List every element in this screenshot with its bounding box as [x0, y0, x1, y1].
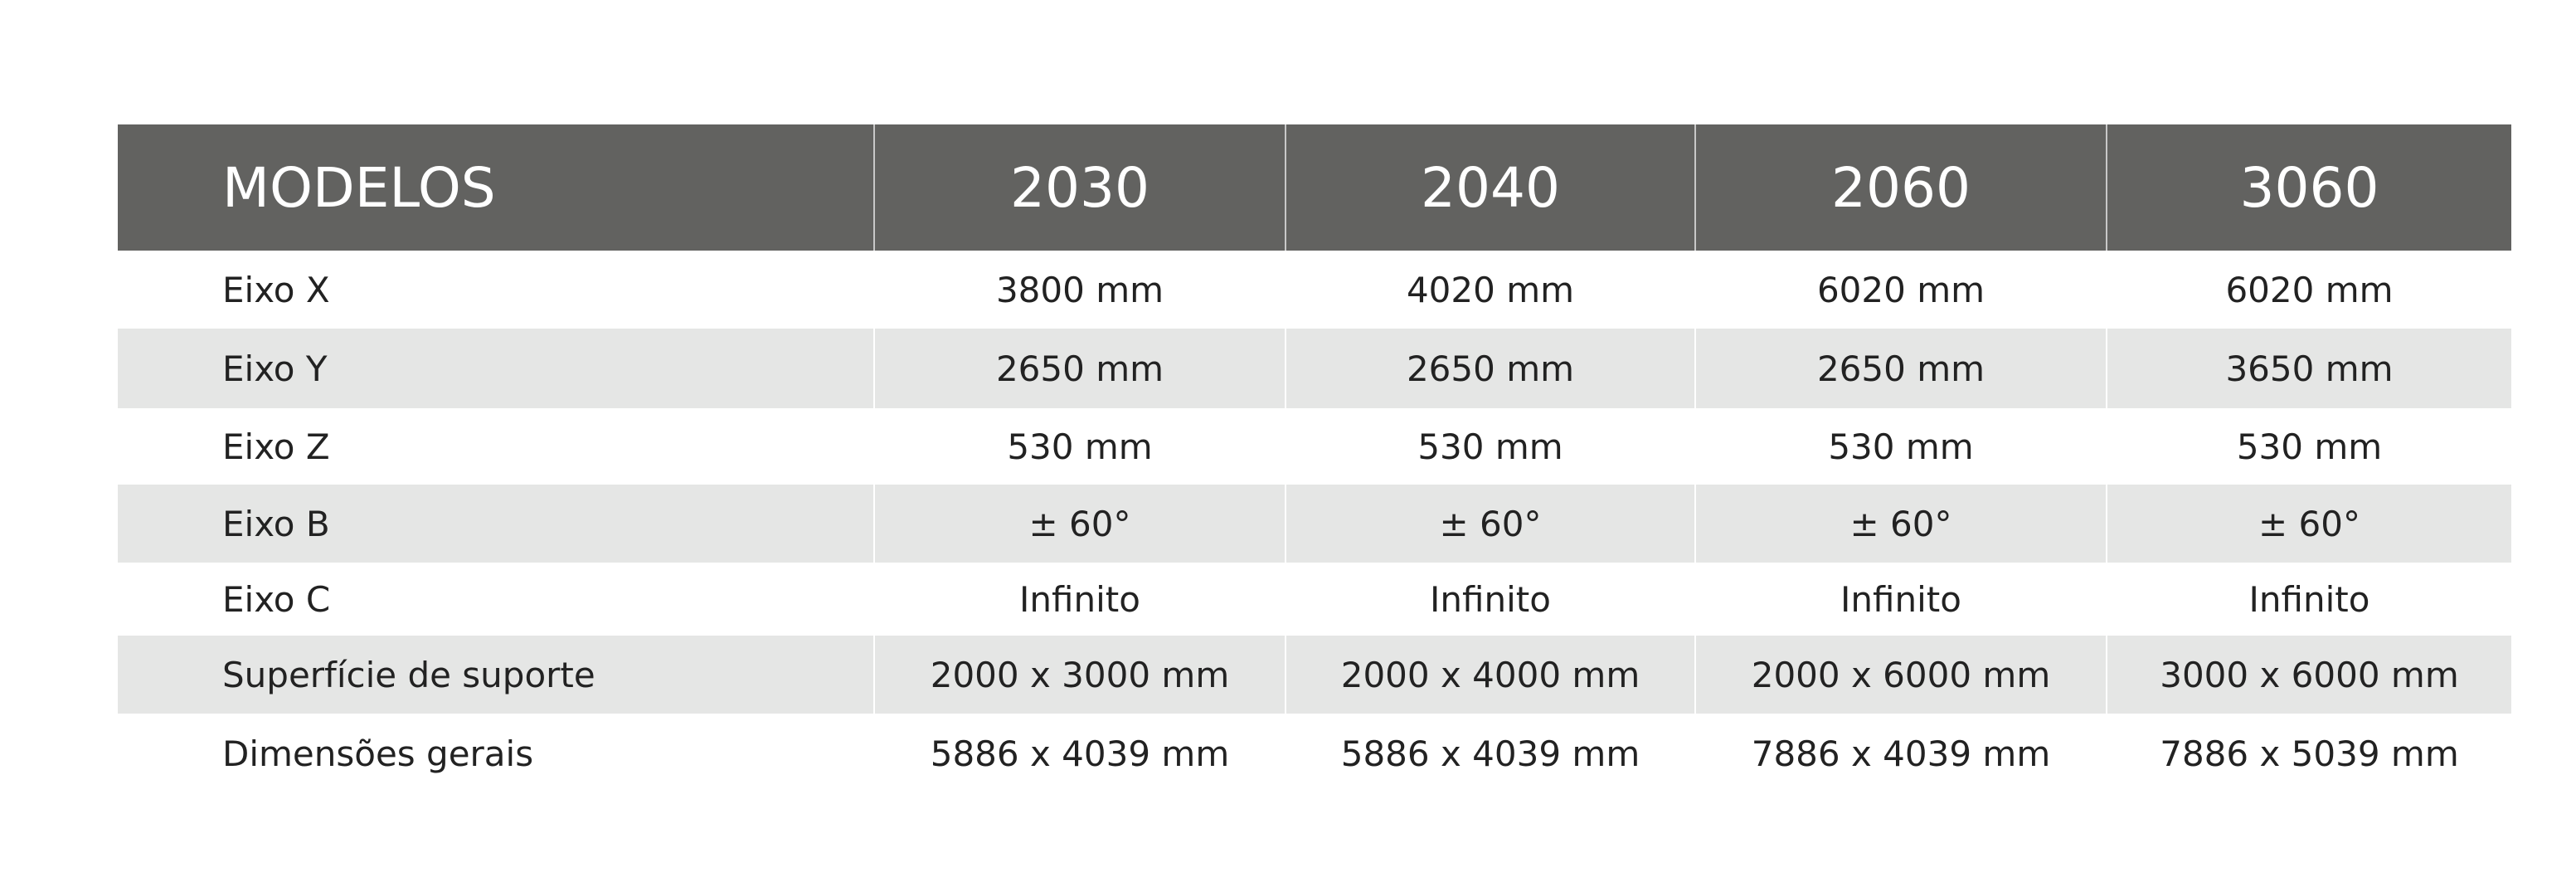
row-label: Eixo C — [118, 563, 874, 636]
cell: 7886 x 4039 mm — [1694, 714, 2107, 793]
row-label: Eixo Z — [118, 408, 874, 485]
header-cell: 2030 — [873, 124, 1286, 251]
cell: 2650 mm — [1285, 329, 1695, 408]
table-row: Superfície de suporte 2000 x 3000 mm 2000 … — [118, 636, 2511, 714]
table-row: Eixo Z 530 mm 530 mm 530 mm 530 mm — [118, 408, 2511, 485]
cell: ± 60° — [1694, 485, 2107, 563]
cell: 530 mm — [873, 408, 1286, 485]
cell: ± 60° — [873, 485, 1286, 563]
cell: 5886 x 4039 mm — [1285, 714, 1695, 793]
cell: 2650 mm — [1694, 329, 2107, 408]
table-row: Dimensões gerais 5886 x 4039 mm 5886 x 403… — [118, 714, 2511, 793]
cell: 530 mm — [2106, 408, 2511, 485]
row-label: Superfície de suporte — [118, 636, 874, 714]
row-label: Eixo B — [118, 485, 874, 563]
table-row: Eixo Y 2650 mm 2650 mm 2650 mm 3650 mm — [118, 329, 2511, 408]
cell: Infinito — [1694, 563, 2107, 636]
cell: 5886 x 4039 mm — [873, 714, 1286, 793]
cell: 2000 x 6000 mm — [1694, 636, 2107, 714]
cell: 3800 mm — [873, 251, 1286, 329]
table-row: Eixo B ± 60° ± 60° ± 60° ± 60° — [118, 485, 2511, 563]
row-label: Eixo X — [118, 251, 874, 329]
cell: 2000 x 4000 mm — [1285, 636, 1695, 714]
cell: ± 60° — [2106, 485, 2511, 563]
cell: 530 mm — [1694, 408, 2107, 485]
cell: Infinito — [2106, 563, 2511, 636]
cell: 7886 x 5039 mm — [2106, 714, 2511, 793]
cell: 2000 x 3000 mm — [873, 636, 1286, 714]
cell: 4020 mm — [1285, 251, 1695, 329]
header-cell: MODELOS — [118, 124, 874, 251]
cell: 3000 x 6000 mm — [2106, 636, 2511, 714]
table-body: Eixo X 3800 mm 4020 mm 6020 mm 6020 mm Eixo Y… — [118, 251, 2511, 793]
cell: 6020 mm — [2106, 251, 2511, 329]
cell: 530 mm — [1285, 408, 1695, 485]
table-row: Eixo X 3800 mm 4020 mm 6020 mm 6020 mm — [118, 251, 2511, 329]
row-label: Dimensões gerais — [118, 714, 874, 793]
table-row: Eixo C Infinito Infinito Infinito Infinito — [118, 563, 2511, 636]
header-cell: 2060 — [1694, 124, 2107, 251]
cell: Infinito — [873, 563, 1286, 636]
header-row: MODELOS 2030 2040 2060 3060 — [118, 124, 2511, 251]
header-cell: 3060 — [2106, 124, 2511, 251]
cell: 3650 mm — [2106, 329, 2511, 408]
cell: 2650 mm — [873, 329, 1286, 408]
row-label: Eixo Y — [118, 329, 874, 408]
header-cell: 2040 — [1285, 124, 1695, 251]
cell: 6020 mm — [1694, 251, 2107, 329]
cell: ± 60° — [1285, 485, 1695, 563]
cell: Infinito — [1285, 563, 1695, 636]
spec-table: MODELOS 2030 2040 2060 3060 Eixo X 3800 mm 402… — [118, 124, 2511, 793]
